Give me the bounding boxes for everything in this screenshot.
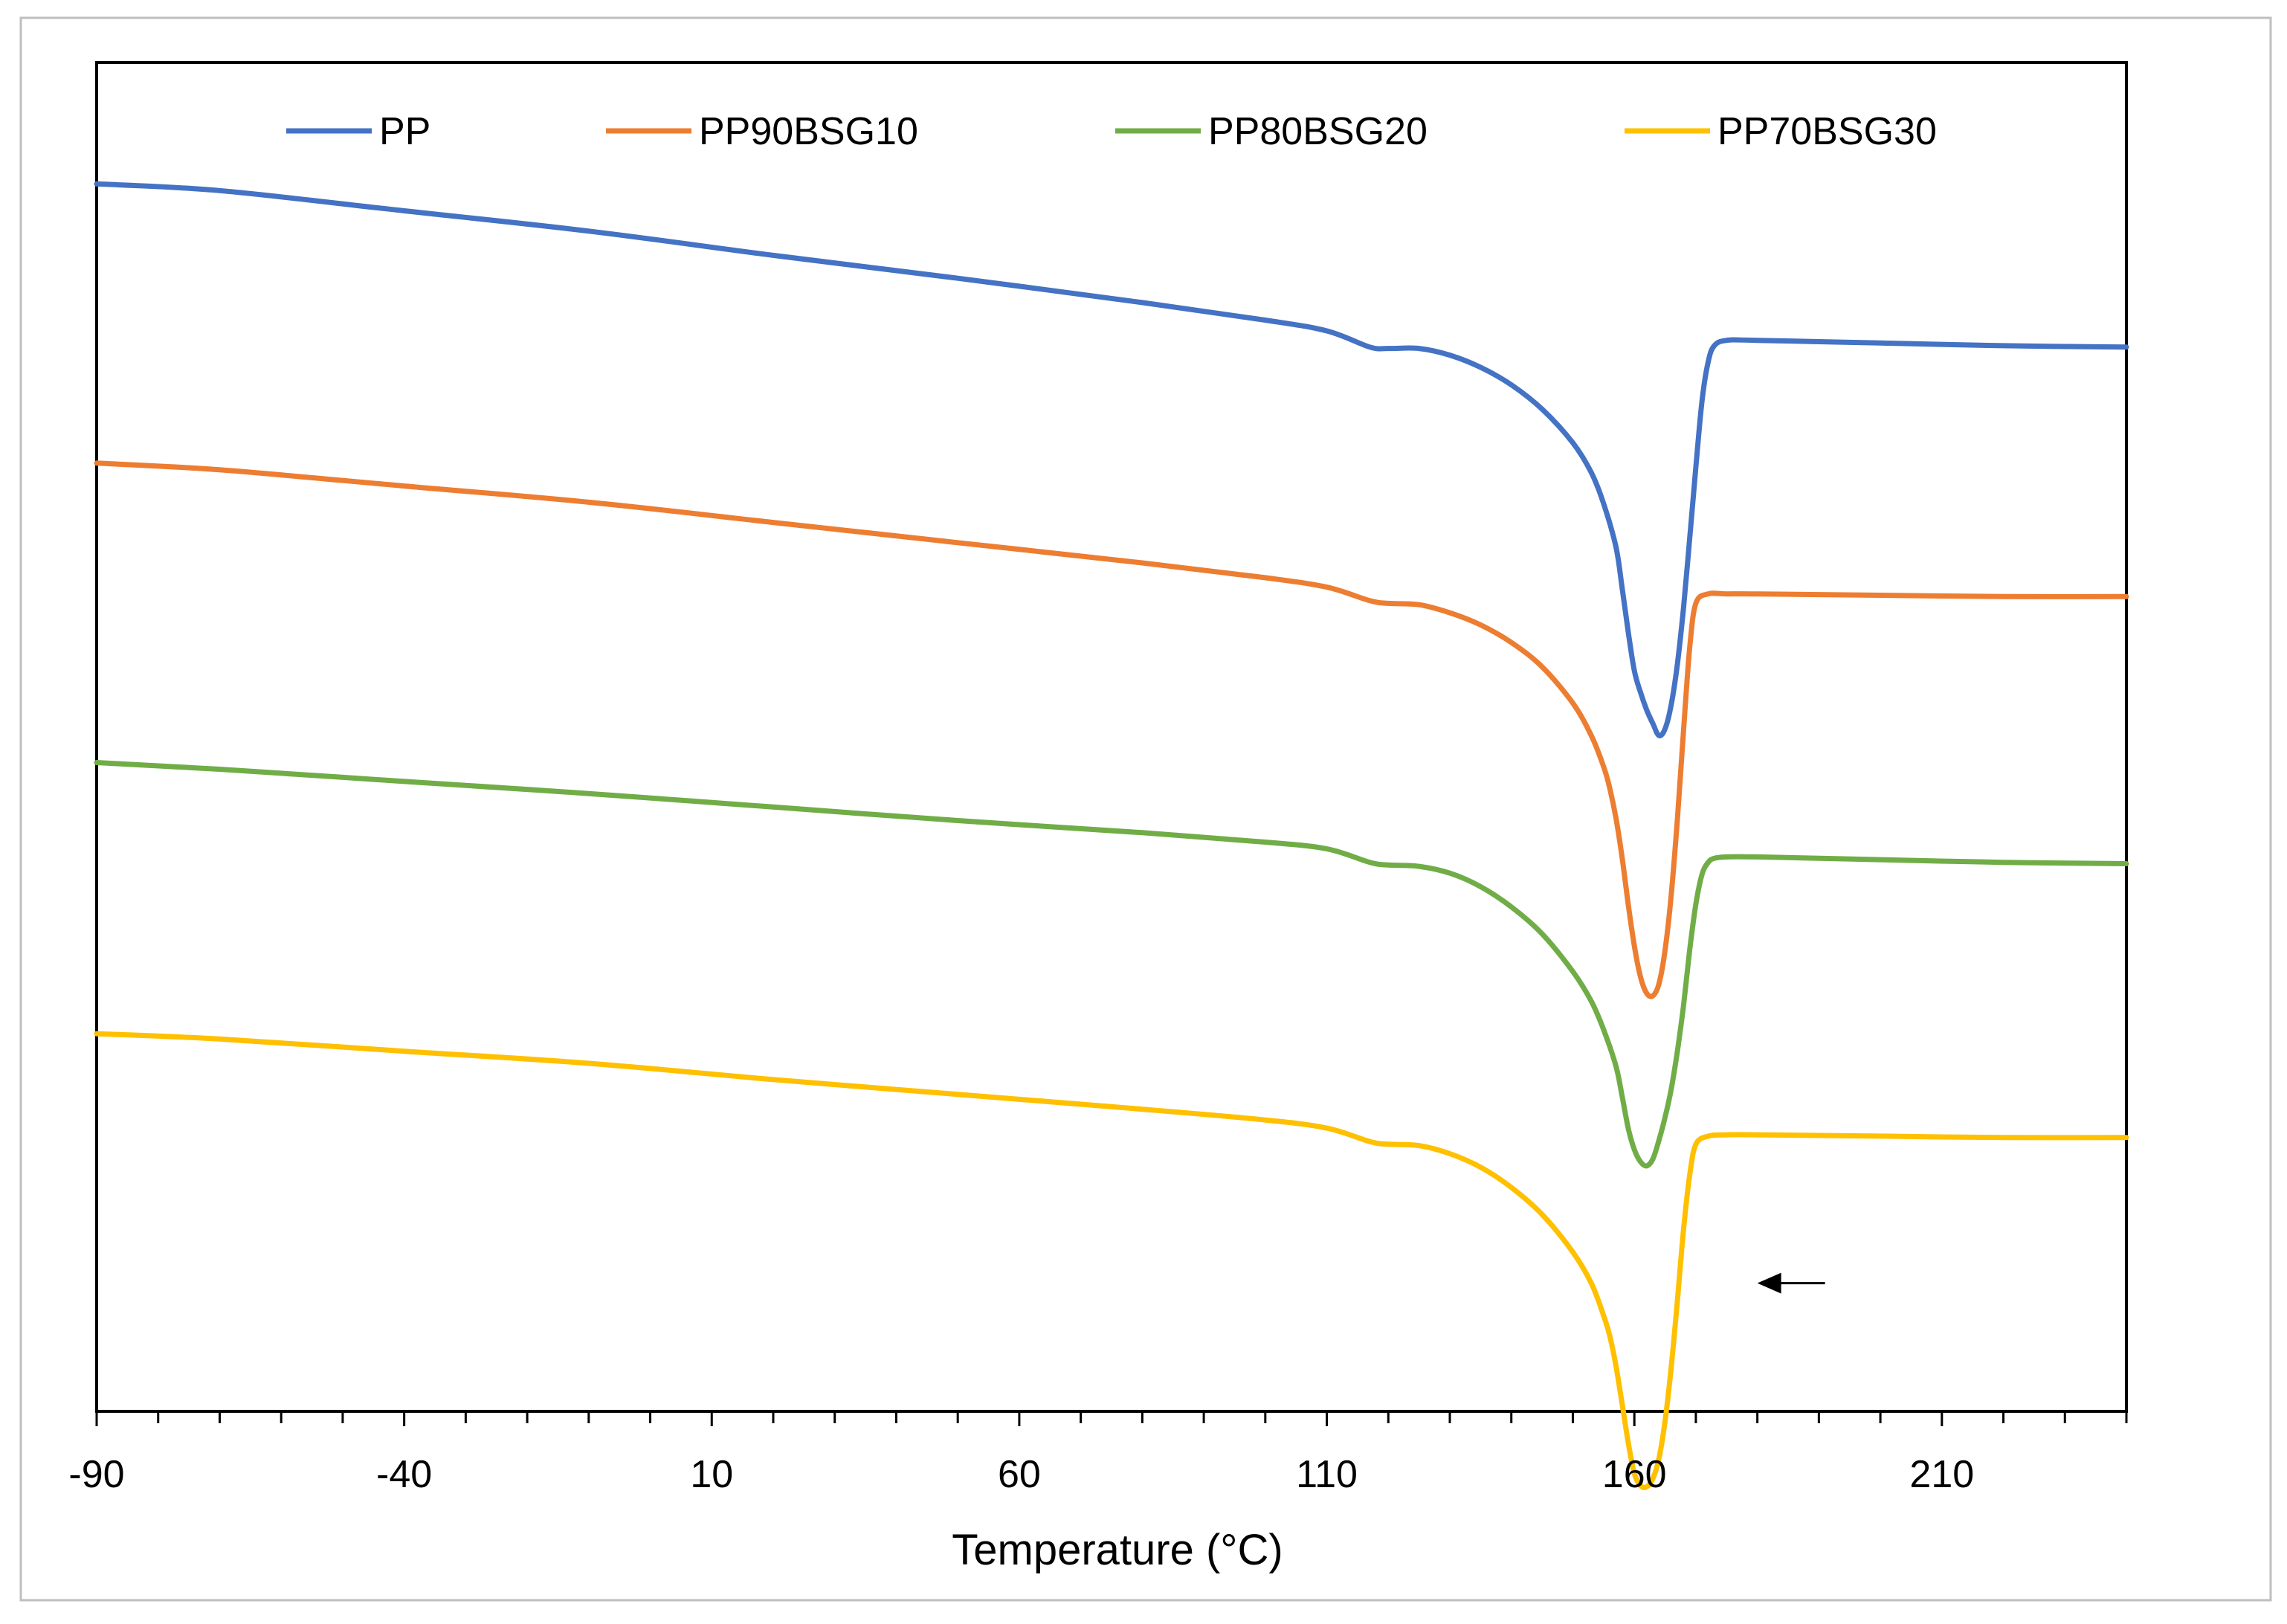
series-layer bbox=[94, 181, 2129, 1490]
legend: PP PP90BSG10 PP80BSG20 PP70BSG30 bbox=[286, 110, 1937, 153]
legend-label: PP bbox=[379, 110, 430, 153]
x-tick-label: -90 bbox=[68, 1453, 124, 1496]
series-line-pp80bsg20 bbox=[94, 760, 2129, 1169]
x-tick-label: 210 bbox=[1909, 1453, 1974, 1496]
plot-area bbox=[95, 61, 2128, 1413]
annotation-layer bbox=[1757, 1272, 1825, 1294]
series-line-pp bbox=[94, 181, 2129, 738]
legend-item-pp80bsg20: PP80BSG20 bbox=[1115, 110, 1428, 153]
legend-label: PP70BSG30 bbox=[1717, 110, 1937, 153]
series-line-pp70bsg30 bbox=[94, 1031, 2129, 1490]
legend-item-pp70bsg30: PP70BSG30 bbox=[1625, 110, 1937, 153]
legend-label: PP90BSG10 bbox=[699, 110, 918, 153]
series-line-pp90bsg10 bbox=[94, 460, 2129, 999]
x-tick-label: -40 bbox=[376, 1453, 432, 1496]
legend-item-pp: PP bbox=[286, 110, 430, 153]
scan-direction-arrow bbox=[1757, 1272, 1825, 1294]
x-tick-label: 110 bbox=[1296, 1453, 1358, 1496]
x-axis: -90 -40 10 60 110 160 210 bbox=[68, 1411, 2128, 1496]
x-axis-title: Temperature (°C) bbox=[952, 1526, 1283, 1574]
legend-label: PP80BSG20 bbox=[1208, 110, 1428, 153]
x-tick-label: 160 bbox=[1602, 1453, 1667, 1496]
legend-item-pp90bsg10: PP90BSG10 bbox=[606, 110, 918, 153]
x-tick-label: 60 bbox=[998, 1453, 1041, 1496]
arrow-head-icon bbox=[1757, 1272, 1781, 1294]
x-tick-label: 10 bbox=[690, 1453, 733, 1496]
